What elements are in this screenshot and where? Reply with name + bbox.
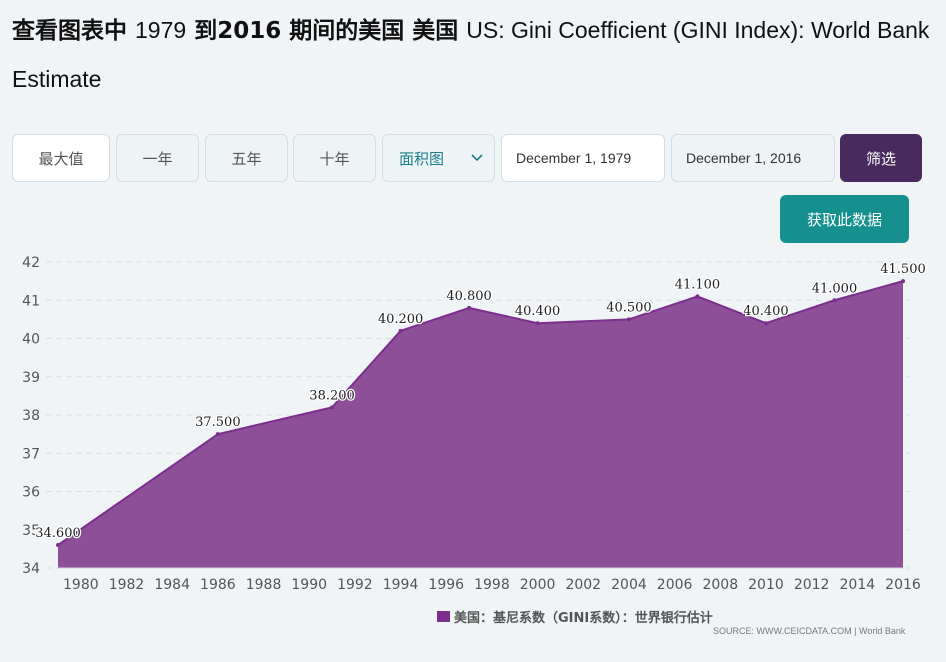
filter-button[interactable]: 筛选 <box>840 134 922 182</box>
y-tick-label: 40 <box>22 332 40 348</box>
page-title: 查看图表中 1979 到2016 期间的美国 美国 US: Gini Coeff… <box>12 6 937 104</box>
area-fill <box>58 281 903 568</box>
x-tick-label: 2016 <box>885 577 921 593</box>
x-tick-label: 1982 <box>109 577 145 593</box>
y-tick-label: 39 <box>22 370 40 386</box>
data-point <box>763 321 768 326</box>
range-10y-button[interactable]: 十年 <box>293 134 376 182</box>
x-tick-label: 1990 <box>291 577 327 593</box>
data-label: 38.200 <box>309 388 355 403</box>
get-data-button[interactable]: 获取此数据 <box>780 195 909 243</box>
date-from-input[interactable]: December 1, 1979 <box>501 134 665 182</box>
title-series: US: Gini Coefficient (GINI Index): World… <box>12 17 930 92</box>
x-tick-label: 1984 <box>154 577 190 593</box>
y-tick-label: 35 <box>22 523 40 539</box>
x-tick-label: 1994 <box>383 577 419 593</box>
y-tick-label: 42 <box>22 255 40 271</box>
y-tick-label: 34 <box>22 561 40 577</box>
data-label: 40.400 <box>743 304 789 319</box>
x-tick-label: 2008 <box>702 577 738 593</box>
chart-type-value: 面积图 <box>399 149 445 168</box>
area-chart: 34 35 36 37 38 39 40 41 42 1980 1982 1984 1986 1988 19… <box>22 255 927 593</box>
data-point <box>695 294 700 299</box>
x-tick-label: 2002 <box>565 577 601 593</box>
x-tick-label: 2000 <box>520 577 556 593</box>
x-tick-label: 2006 <box>657 577 693 593</box>
data-point <box>535 321 540 326</box>
date-to-input[interactable]: December 1, 2016 <box>671 134 835 182</box>
title-prefix: 查看图表中 <box>12 18 127 44</box>
data-label: 41.500 <box>880 262 926 277</box>
source-note: SOURCE: WWW.CEICDATA.COM | World Bank <box>713 626 906 636</box>
x-tick-label: 2014 <box>840 577 876 593</box>
legend-label: 美国：基尼系数（GINI系数）：世界银行估计 <box>454 610 713 626</box>
data-point <box>330 405 335 410</box>
x-tick-label: 2004 <box>611 577 647 593</box>
title-year-from: 1979 <box>135 17 187 43</box>
data-label: 41.000 <box>812 281 858 296</box>
title-mid: 到2016 期间的美国 美国 <box>194 18 459 44</box>
data-label: 40.200 <box>378 312 424 327</box>
data-label: 40.400 <box>515 304 561 319</box>
chevron-down-icon <box>471 154 483 162</box>
legend[interactable]: 美国：基尼系数（GINI系数）：世界银行估计 <box>437 607 713 626</box>
range-5y-button[interactable]: 五年 <box>205 134 288 182</box>
x-tick-label: 1996 <box>428 577 464 593</box>
data-point <box>215 432 220 437</box>
y-tick-label: 36 <box>22 485 40 501</box>
data-point <box>398 328 403 333</box>
data-label: 41.100 <box>675 277 721 292</box>
x-tick-label: 1986 <box>200 577 236 593</box>
data-label: 37.500 <box>195 415 241 430</box>
data-point <box>467 305 472 310</box>
data-label: 40.800 <box>446 289 492 304</box>
data-point <box>901 279 905 284</box>
x-tick-label: 2010 <box>748 577 784 593</box>
x-tick-label: 1998 <box>474 577 510 593</box>
x-tick-label: 1992 <box>337 577 373 593</box>
y-tick-label: 38 <box>22 408 40 424</box>
data-point <box>832 298 837 303</box>
range-1y-button[interactable]: 一年 <box>116 134 199 182</box>
x-tick-label: 2012 <box>794 577 830 593</box>
data-point <box>56 543 60 548</box>
data-point <box>626 317 631 322</box>
x-tick-label: 1980 <box>63 577 99 593</box>
x-tick-label: 1988 <box>246 577 282 593</box>
y-tick-label: 37 <box>22 446 40 462</box>
range-max-button[interactable]: 最大值 <box>12 134 110 182</box>
y-tick-label: 41 <box>22 293 40 309</box>
data-label: 40.500 <box>606 300 652 315</box>
legend-swatch <box>437 610 450 622</box>
chart-type-select[interactable]: 面积图 <box>382 134 495 182</box>
data-label: 34.600 <box>35 526 81 541</box>
